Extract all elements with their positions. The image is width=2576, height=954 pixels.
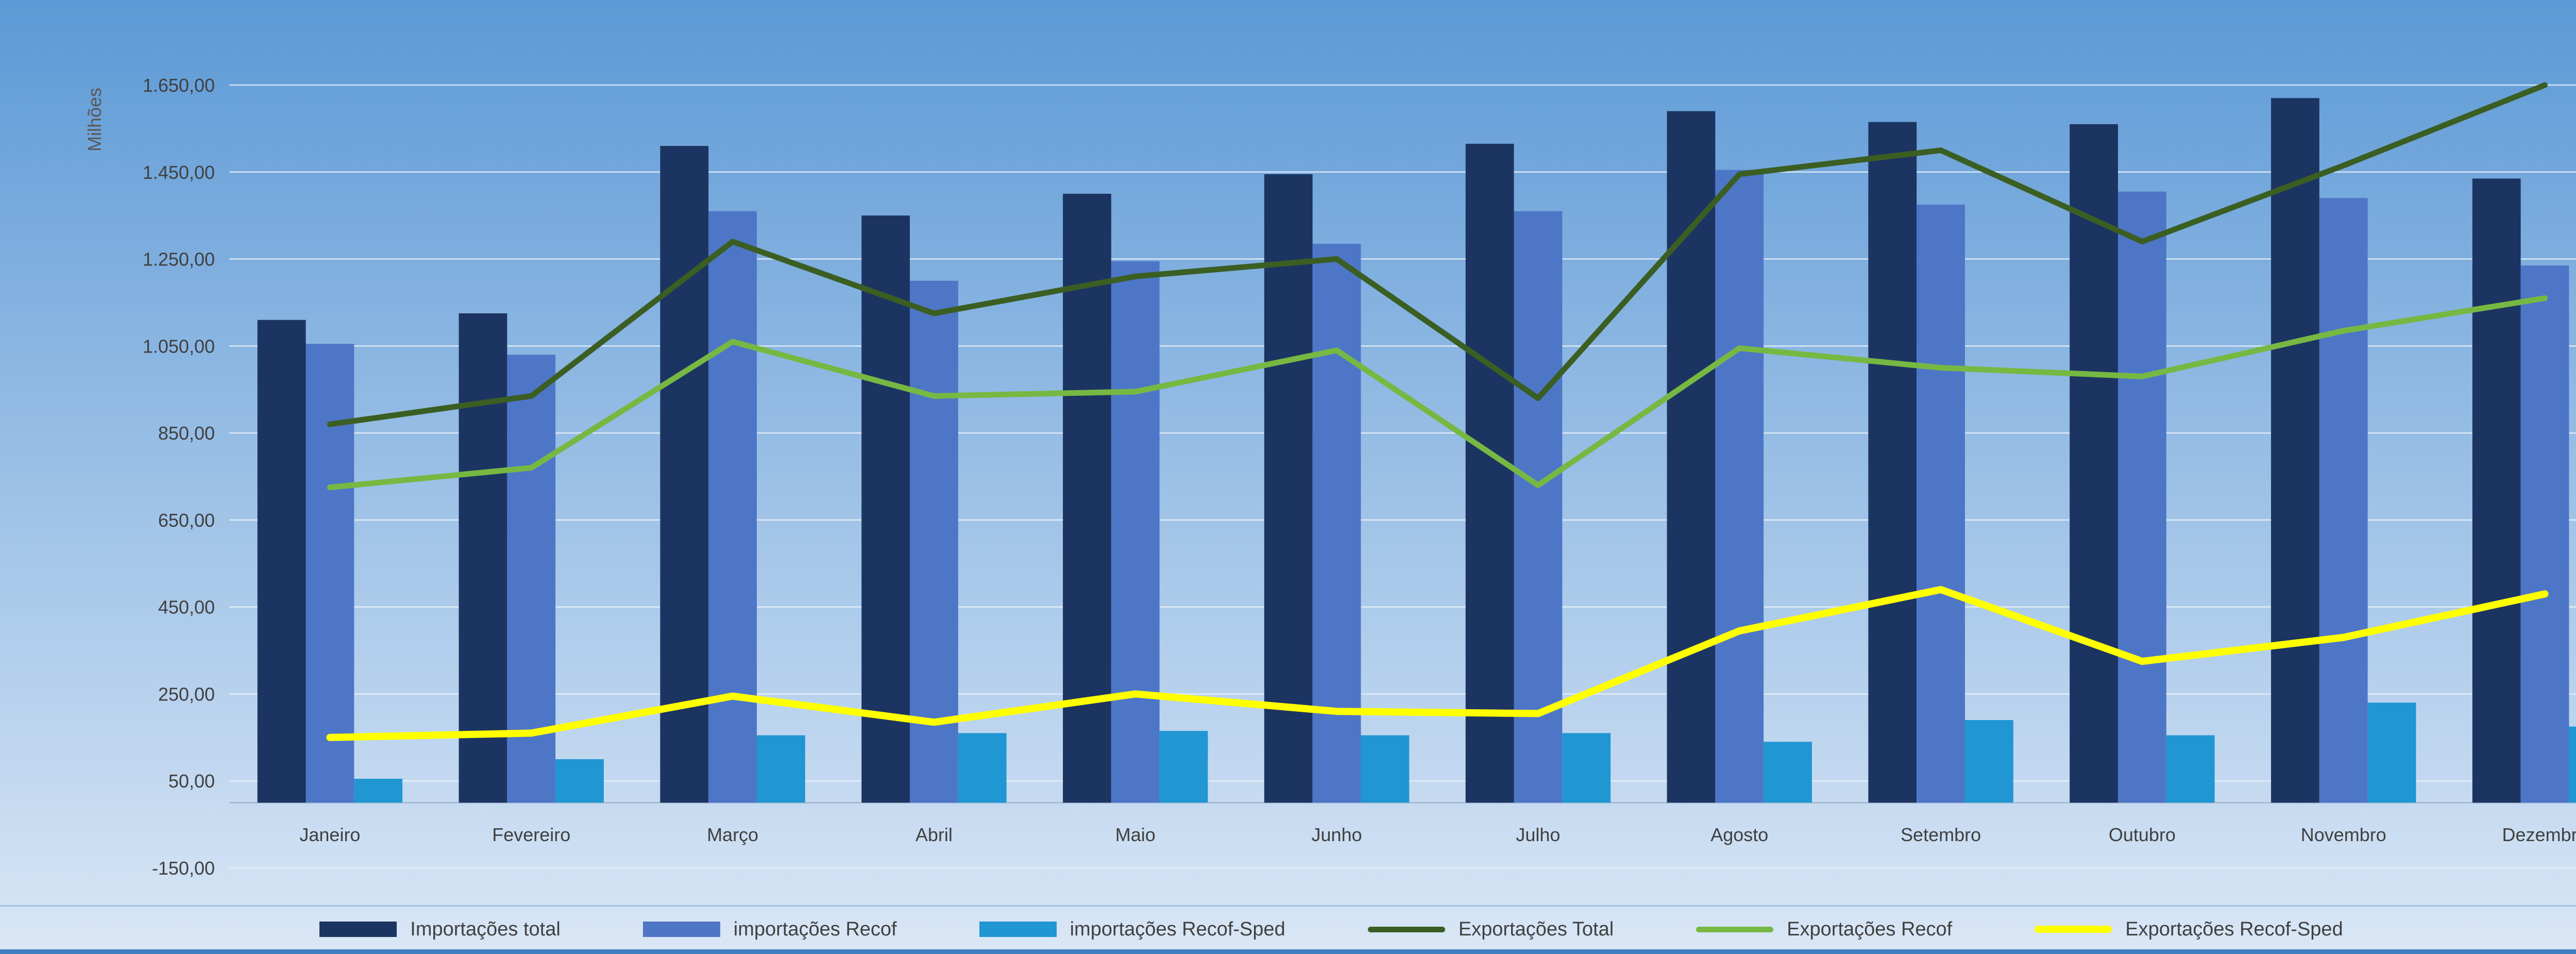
bar-importacoes-total bbox=[257, 320, 306, 803]
bar-importacoes-recof-sped bbox=[555, 759, 604, 803]
y-axis-title: Milhões bbox=[84, 88, 105, 152]
y-tick-label: 1.450,00 bbox=[143, 162, 215, 183]
legend-label: Exportações Recof bbox=[1787, 918, 1953, 940]
x-category-label: Janeiro bbox=[299, 824, 360, 845]
legend-label: Importações total bbox=[410, 918, 561, 940]
y-tick-label: 1.050,00 bbox=[143, 336, 215, 357]
bar-importacoes-total bbox=[1465, 143, 1514, 803]
bar-importacoes-recof-sped bbox=[1964, 720, 2013, 803]
x-category-label: Março bbox=[707, 824, 758, 845]
y-tick-label: 450,00 bbox=[158, 597, 215, 618]
bar-importacoes-recof-sped bbox=[354, 779, 403, 803]
legend-line-swatch-icon bbox=[2035, 926, 2112, 933]
legend-bar-swatch-icon bbox=[979, 922, 1057, 937]
bar-importacoes-recof-sped bbox=[1562, 733, 1611, 803]
bar-importacoes-recof bbox=[910, 280, 958, 803]
legend-item-exportacoes-recof-sped: Exportações Recof-Sped bbox=[2035, 918, 2343, 941]
legend-item-importacoes-recof-sped: importações Recof-Sped bbox=[979, 918, 1285, 941]
bar-importacoes-total bbox=[1667, 111, 1716, 803]
bar-importacoes-recof-sped bbox=[2166, 735, 2215, 803]
line-exportacoes-total bbox=[327, 82, 2548, 427]
line-exportacoes-recof bbox=[327, 295, 2548, 491]
y-tick-label: 1.250,00 bbox=[143, 249, 215, 270]
bar-importacoes-recof-sped bbox=[1361, 735, 1410, 803]
legend-label: Exportações Total bbox=[1458, 918, 1614, 940]
legend-label: importações Recof-Sped bbox=[1070, 918, 1285, 940]
chart-legend: Importações total importações Recof import… bbox=[0, 908, 2576, 950]
x-category-label: Junho bbox=[1312, 824, 1362, 845]
x-category-label: Julho bbox=[1516, 824, 1560, 845]
legend-item-exportacoes-recof: Exportações Recof bbox=[1696, 918, 1952, 941]
bar-importacoes-recof-sped bbox=[2367, 702, 2416, 803]
legend-label: Exportações Recof-Sped bbox=[2125, 918, 2343, 940]
bar-importacoes-recof-sped bbox=[1159, 731, 1208, 803]
legend-divider bbox=[0, 905, 2576, 907]
bar-importacoes-total bbox=[2070, 124, 2119, 803]
bar-importacoes-recof-sped bbox=[958, 733, 1007, 803]
x-category-label: Agosto bbox=[1710, 824, 1768, 845]
y-tick-label: 1.650,00 bbox=[143, 75, 215, 96]
legend-line-swatch-icon bbox=[1696, 926, 1774, 932]
bar-importacoes-total bbox=[861, 215, 910, 803]
bar-importacoes-total bbox=[2472, 178, 2521, 803]
legend-item-exportacoes-total: Exportações Total bbox=[1367, 918, 1614, 941]
y-tick-label: 650,00 bbox=[158, 510, 215, 531]
bar-importacoes-recof bbox=[1715, 170, 1764, 803]
legend-item-importacoes-recof: importações Recof bbox=[642, 918, 897, 941]
x-category-label: Dezembro bbox=[2502, 824, 2576, 845]
y-tick-label: 850,00 bbox=[158, 423, 215, 444]
x-category-label: Novembro bbox=[2301, 824, 2386, 845]
x-category-label: Abril bbox=[916, 824, 953, 845]
legend-label: importações Recof bbox=[733, 918, 897, 940]
x-category-label: Setembro bbox=[1901, 824, 1981, 845]
x-category-label: Fevereiro bbox=[492, 824, 570, 845]
bar-importacoes-recof-sped bbox=[756, 735, 805, 803]
bar-importacoes-recof bbox=[2118, 191, 2166, 803]
legend-line-swatch-icon bbox=[1367, 926, 1445, 932]
bar-importacoes-recof bbox=[708, 211, 757, 803]
bar-importacoes-total bbox=[459, 313, 507, 803]
legend-item-importacoes-total: Importações total bbox=[319, 918, 561, 941]
bar-importacoes-recof bbox=[2319, 198, 2368, 803]
y-tick-label: 50,00 bbox=[168, 771, 215, 792]
bar-importacoes-recof-sped bbox=[1764, 742, 1812, 803]
x-category-label: Maio bbox=[1115, 824, 1156, 845]
line-exportacoes-recof-sped bbox=[326, 585, 2549, 741]
legend-bar-swatch-icon bbox=[642, 922, 720, 937]
y-tick-label: -150,00 bbox=[152, 858, 215, 879]
bar-importacoes-total bbox=[1868, 122, 1917, 803]
bar-importacoes-recof bbox=[1917, 205, 1965, 803]
bar-importacoes-recof bbox=[2520, 265, 2569, 803]
y-tick-label: 250,00 bbox=[158, 683, 215, 705]
legend-bar-swatch-icon bbox=[319, 922, 397, 937]
bar-importacoes-total bbox=[1264, 174, 1313, 803]
x-category-label: Outubro bbox=[2109, 824, 2176, 845]
bar-importacoes-recof-sped bbox=[2569, 726, 2576, 803]
bar-importacoes-total bbox=[660, 146, 709, 803]
bar-importacoes-recof bbox=[1111, 261, 1160, 803]
chart-bottom-border bbox=[0, 949, 2576, 954]
bar-importacoes-total bbox=[2271, 98, 2319, 803]
bar-importacoes-recof bbox=[1312, 244, 1361, 803]
